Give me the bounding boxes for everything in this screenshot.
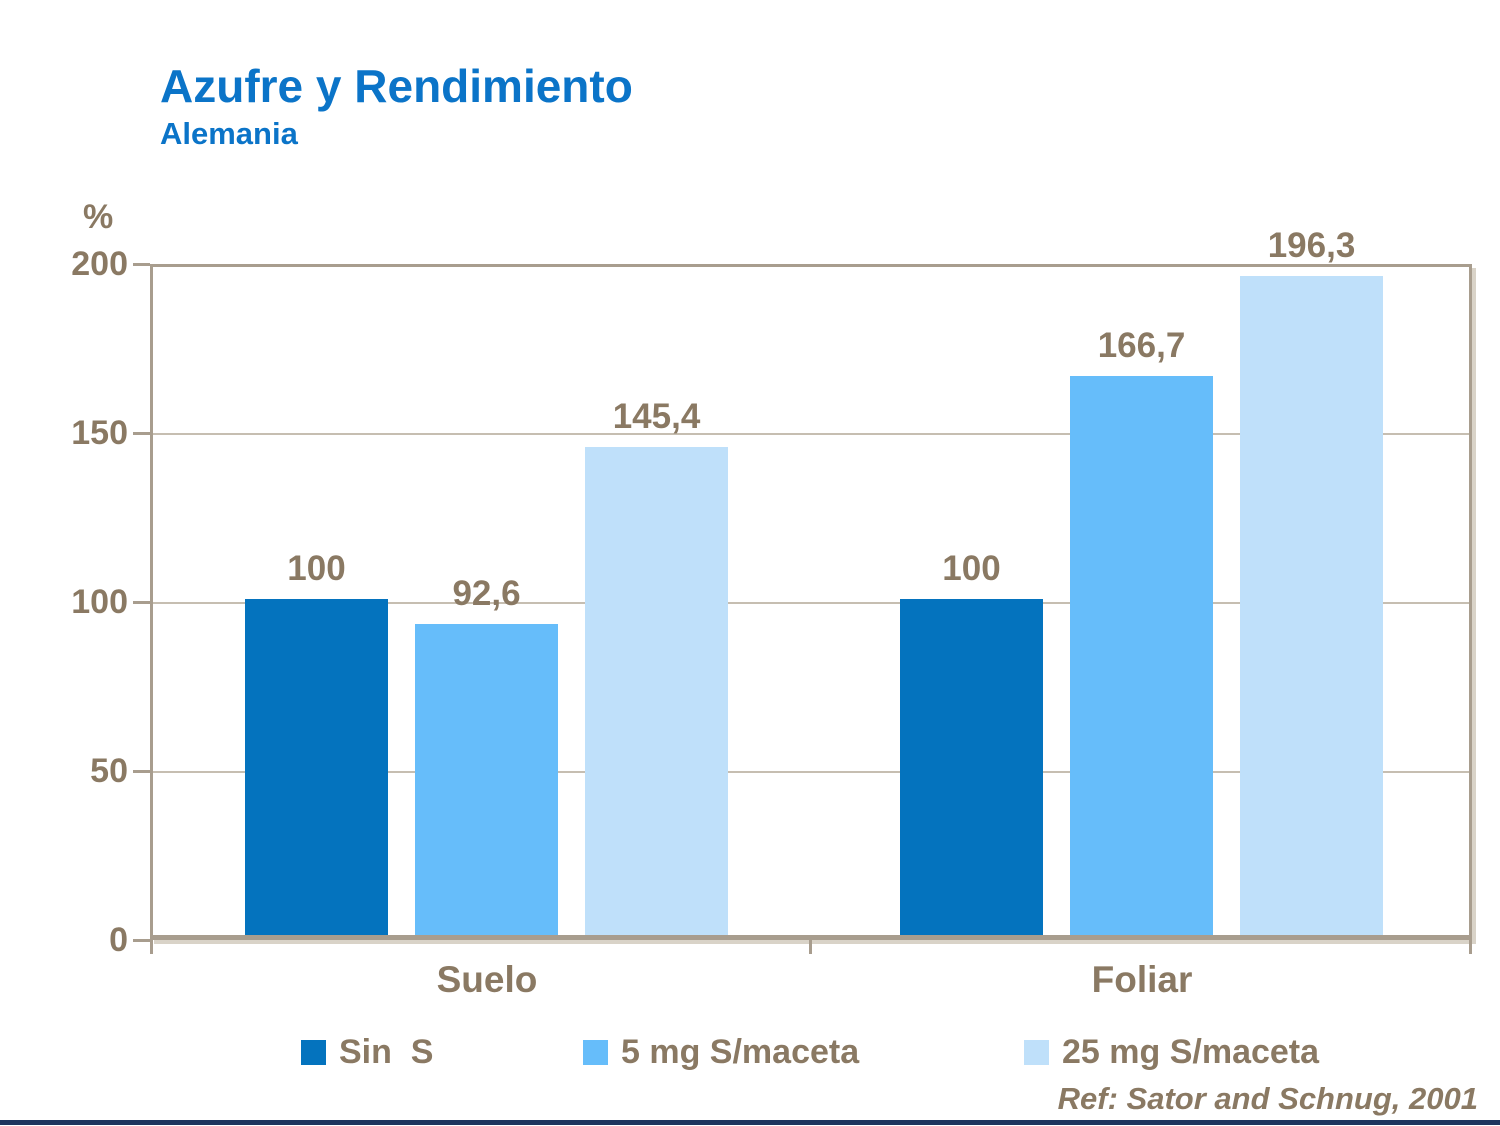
legend-label-2: 5 mg S/maceta [621, 1033, 860, 1071]
gridline-100 [153, 602, 1469, 604]
bar-foliar-series-1 [900, 599, 1043, 935]
reference-text: Ref: Sator and Schnug, 2001 [1057, 1081, 1478, 1116]
chart-subtitle: Alemania [160, 116, 298, 151]
legend-item-1: Sin S [301, 1032, 433, 1072]
bar-suelo-series-2 [415, 624, 558, 935]
bar-value-label: 100 [287, 549, 346, 588]
x-axis-line [150, 935, 1472, 940]
gridline-50 [153, 771, 1469, 773]
y-tick-label-50: 50 [90, 752, 128, 790]
x-tick-mark-1 [809, 940, 812, 954]
bar-suelo-series-1 [245, 599, 388, 935]
y-tick-label-150: 150 [71, 414, 128, 452]
bar-value-label: 92,6 [452, 574, 521, 613]
x-tick-mark-2 [1469, 940, 1472, 954]
legend-swatch-2 [583, 1039, 608, 1065]
y-tick-mark-100 [133, 601, 150, 604]
plot-area: 100 92,6 145,4 100 166,7 196,3 [150, 226, 1472, 940]
y-tick-label-100: 100 [71, 583, 128, 621]
bar-suelo-series-3 [585, 447, 728, 935]
legend-item-2: 5 mg S/maceta [583, 1032, 859, 1072]
y-axis-unit-label: % [83, 198, 114, 236]
y-tick-mark-200 [133, 263, 150, 266]
chart-title: Azufre y Rendimiento [160, 60, 633, 112]
x-category-label-foliar: Foliar [1091, 959, 1193, 1000]
bottom-accent-line [0, 1120, 1500, 1125]
plot-frame-top [150, 264, 1472, 267]
bar-value-label: 166,7 [1097, 326, 1186, 365]
legend-label-1: Sin S [339, 1033, 434, 1071]
plot-frame-right [1469, 264, 1472, 940]
bar-value-label: 145,4 [612, 397, 701, 436]
x-tick-mark-0 [150, 940, 153, 954]
x-category-label-suelo: Suelo [436, 959, 538, 1000]
legend-swatch-1 [301, 1039, 326, 1065]
y-tick-label-200: 200 [71, 245, 128, 283]
bar-foliar-series-3 [1240, 276, 1383, 935]
legend-label-3: 25 mg S/maceta [1062, 1033, 1320, 1071]
gridline-150 [153, 433, 1469, 435]
y-tick-label-0: 0 [109, 921, 128, 959]
legend-item-3: 25 mg S/maceta [1024, 1032, 1319, 1072]
bar-foliar-series-2 [1070, 376, 1213, 935]
legend-swatch-3 [1024, 1039, 1049, 1065]
y-tick-mark-0 [133, 939, 150, 942]
bar-value-label: 100 [942, 549, 1001, 588]
y-tick-mark-150 [133, 432, 150, 435]
bar-value-label: 196,3 [1267, 226, 1356, 265]
y-axis-line [150, 264, 153, 940]
y-tick-mark-50 [133, 770, 150, 773]
